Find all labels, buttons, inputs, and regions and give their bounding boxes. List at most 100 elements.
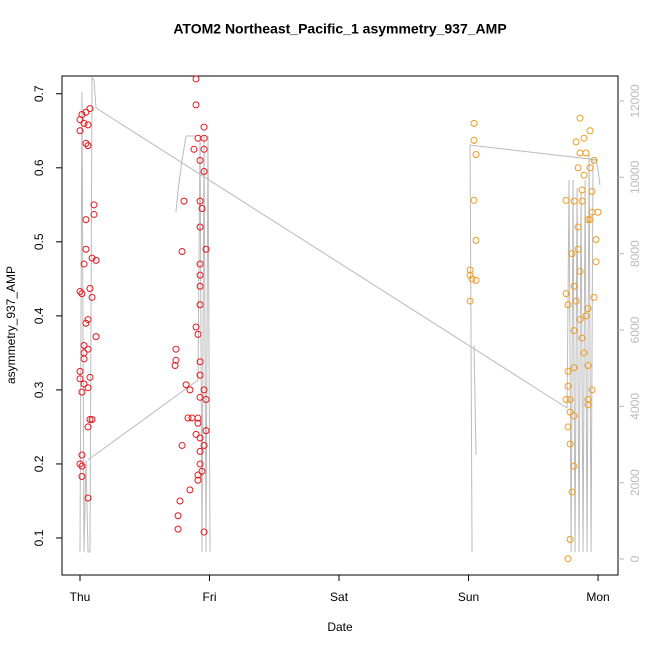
point xyxy=(200,145,208,153)
point xyxy=(194,419,202,427)
y-tick-label: 0.5 xyxy=(32,233,46,250)
point xyxy=(564,367,572,375)
point xyxy=(200,386,208,394)
point xyxy=(592,258,600,266)
point xyxy=(580,349,588,357)
point xyxy=(580,171,588,179)
point xyxy=(196,434,204,442)
x-tick-label: Fri xyxy=(203,590,217,604)
point xyxy=(178,247,186,255)
point xyxy=(196,282,204,290)
point xyxy=(588,187,596,195)
point xyxy=(80,341,88,349)
point xyxy=(470,119,478,127)
point xyxy=(186,386,194,394)
point xyxy=(172,345,180,353)
point xyxy=(84,345,92,353)
point xyxy=(584,216,592,224)
point xyxy=(172,356,180,364)
point xyxy=(196,156,204,164)
point xyxy=(78,388,86,396)
point xyxy=(84,423,92,431)
x-axis-label: Date xyxy=(327,620,353,634)
point xyxy=(574,223,582,231)
point xyxy=(174,525,182,533)
point xyxy=(78,290,86,298)
point xyxy=(86,105,94,113)
x-tick-label: Sat xyxy=(330,590,349,604)
point xyxy=(78,473,86,481)
point xyxy=(80,355,88,363)
point xyxy=(586,216,594,224)
point xyxy=(192,101,200,109)
point xyxy=(84,384,92,392)
point xyxy=(202,396,210,404)
point xyxy=(570,462,578,470)
point xyxy=(196,460,204,468)
point xyxy=(186,486,194,494)
point xyxy=(466,271,474,279)
y2-tick-label: 2000 xyxy=(628,469,642,496)
point xyxy=(576,316,584,324)
point xyxy=(196,197,204,205)
point xyxy=(566,440,574,448)
point xyxy=(564,382,572,390)
point xyxy=(564,423,572,431)
point xyxy=(468,275,476,283)
point xyxy=(592,236,600,244)
point xyxy=(82,216,90,224)
point xyxy=(466,266,474,274)
point xyxy=(586,164,594,172)
y2-tick-label: 12000 xyxy=(628,84,642,118)
y2-tick-label: 8000 xyxy=(628,240,642,267)
point xyxy=(196,223,204,231)
y-tick-label: 0.3 xyxy=(32,381,46,398)
point xyxy=(588,386,596,394)
point xyxy=(562,396,570,404)
point xyxy=(82,108,90,116)
point xyxy=(82,245,90,253)
point xyxy=(171,361,179,369)
point xyxy=(194,414,202,422)
y-tick-label: 0.1 xyxy=(32,529,46,546)
point xyxy=(76,367,84,375)
point xyxy=(568,250,576,258)
point xyxy=(196,393,204,401)
point xyxy=(80,380,88,388)
point xyxy=(584,304,592,312)
point xyxy=(78,110,86,118)
point xyxy=(570,412,578,420)
y2-tick-label: 6000 xyxy=(628,316,642,343)
point xyxy=(198,205,206,213)
point xyxy=(570,197,578,205)
point xyxy=(194,471,202,479)
point xyxy=(78,462,86,470)
chart-title: ATOM2 Northeast_Pacific_1 asymmetry_937_… xyxy=(173,21,506,37)
point xyxy=(86,284,94,292)
y2-tick-label: 4000 xyxy=(628,393,642,420)
point xyxy=(200,134,208,142)
point xyxy=(564,301,572,309)
point xyxy=(594,208,602,216)
point xyxy=(578,197,586,205)
point xyxy=(562,196,570,204)
point xyxy=(178,441,186,449)
x-tick-label: Mon xyxy=(586,590,609,604)
point xyxy=(574,164,582,172)
point xyxy=(578,186,586,194)
point xyxy=(192,75,200,83)
point xyxy=(86,373,94,381)
point xyxy=(76,375,84,383)
point xyxy=(76,127,84,135)
point xyxy=(572,297,580,305)
point xyxy=(202,427,210,435)
point xyxy=(90,210,98,218)
point xyxy=(88,254,96,262)
point xyxy=(196,260,204,268)
point xyxy=(472,150,480,158)
point xyxy=(194,476,202,484)
point xyxy=(196,358,204,366)
point xyxy=(570,327,578,335)
point xyxy=(582,149,590,157)
